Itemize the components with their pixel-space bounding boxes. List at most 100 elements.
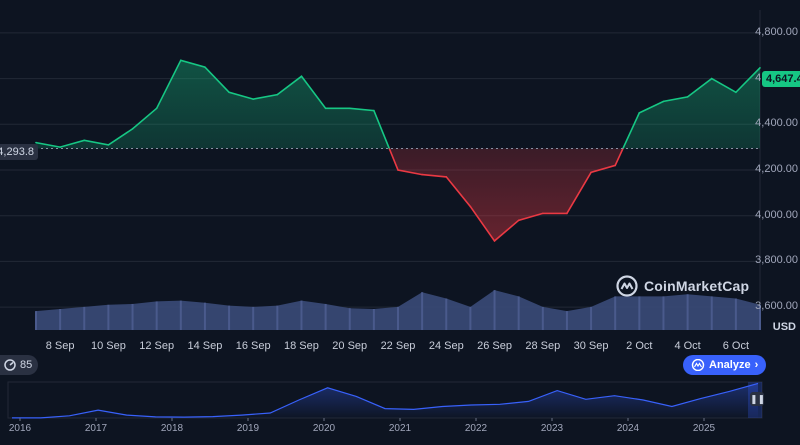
coinmarketcap-icon: [616, 275, 638, 297]
y-tick-label: 4,200.00: [755, 163, 798, 175]
x-tick-label: 30 Sep: [573, 340, 609, 352]
volume-bar: [300, 300, 303, 330]
history-year-label: 2016: [8, 423, 32, 434]
volume-bar: [686, 294, 689, 330]
x-tick-label: 24 Sep: [428, 340, 464, 352]
history-year-label: 2022: [464, 423, 488, 434]
price-point: [131, 128, 134, 130]
current-price-tag: 4,647.4: [762, 71, 800, 87]
y-tick-label: 3,800.00: [755, 254, 798, 267]
price-point: [59, 146, 61, 148]
volume-bar: [35, 311, 37, 330]
history-navigator[interactable]: [7, 381, 763, 421]
volume-bar: [445, 298, 448, 330]
x-tick-label: 14 Sep: [187, 340, 223, 352]
volume-bar: [59, 309, 62, 330]
volume-bar: [83, 306, 86, 330]
price-area-down: [36, 148, 760, 241]
volume-bar: [372, 309, 375, 330]
x-tick-label: 4 Oct: [674, 340, 701, 352]
volume-bar: [614, 296, 617, 330]
volume-bar: [517, 296, 520, 330]
volume-bar: [662, 296, 665, 330]
pause-icon[interactable]: ❚❚: [750, 392, 766, 406]
price-point: [638, 112, 641, 114]
fear-greed-badge[interactable]: 85: [0, 355, 39, 375]
currency-label: USD: [772, 321, 796, 333]
price-point: [686, 96, 689, 98]
volume-bar: [541, 306, 544, 330]
price-point: [566, 212, 568, 215]
volume-bar: [203, 302, 206, 330]
volume-bar: [493, 290, 496, 330]
price-point: [83, 139, 86, 142]
history-year-label: 2021: [388, 423, 412, 434]
price-point: [517, 219, 520, 222]
history-year-label: 2017: [84, 423, 108, 434]
volume-bar: [469, 306, 472, 330]
volume-bar: [228, 305, 231, 330]
history-year-label: 2020: [312, 423, 336, 434]
analyze-button[interactable]: Analyze ›: [683, 355, 767, 375]
price-point: [759, 67, 761, 69]
price-point: [493, 240, 496, 242]
price-point: [180, 59, 182, 62]
x-tick-label: 28 Sep: [525, 340, 561, 352]
history-year-label: 2018: [160, 423, 184, 434]
history-line: [12, 382, 759, 419]
price-point: [107, 144, 110, 146]
price-point: [228, 91, 230, 94]
volume-bar: [324, 303, 327, 330]
volume-bar: [348, 308, 351, 330]
price-area-up: [36, 60, 760, 149]
history-year-label: 2019: [236, 423, 260, 434]
y-tick-label: 4,000.00: [755, 208, 798, 221]
brand-logo: CoinMarketCap: [616, 275, 749, 297]
chevron-right-icon: ›: [754, 359, 759, 371]
volume-bar: [421, 292, 424, 330]
volume-bar: [590, 306, 593, 330]
volume-bar: [107, 304, 110, 330]
price-point: [252, 98, 254, 100]
x-tick-label: 12 Sep: [139, 340, 175, 352]
price-point: [735, 91, 737, 94]
analyze-icon: [691, 359, 705, 371]
price-point: [662, 100, 665, 103]
x-tick-label: 26 Sep: [477, 340, 512, 352]
history-year-label: 2025: [692, 423, 716, 434]
price-point: [614, 164, 616, 167]
price-point: [276, 93, 279, 96]
price-point: [373, 109, 375, 112]
price-point: [421, 173, 423, 176]
volume-bar: [397, 306, 399, 330]
volume-bar: [734, 298, 737, 330]
x-tick-label: 20 Sep: [332, 340, 368, 352]
history-year-label: 2023: [540, 423, 564, 434]
volume-bar: [252, 306, 255, 330]
analyze-label: Analyze: [709, 359, 751, 371]
x-tick-label: 8 Sep: [45, 340, 75, 352]
y-tick-label: 4,400.00: [755, 117, 798, 130]
volume-bars: [35, 290, 761, 330]
price-point: [469, 205, 472, 208]
x-tick-label: 10 Sep: [90, 340, 126, 352]
volume-bar: [131, 303, 134, 330]
volume-bar: [759, 304, 761, 330]
x-tick-label: 2 Oct: [626, 340, 653, 352]
price-point: [204, 66, 206, 68]
price-point: [590, 171, 592, 174]
price-point: [397, 169, 399, 171]
history-area: [12, 383, 758, 418]
history-year-label: 2024: [616, 423, 640, 434]
y-tick-label: 4,800.00: [755, 25, 798, 38]
price-point: [348, 107, 351, 110]
x-tick-label: 18 Sep: [284, 340, 319, 352]
volume-bar: [276, 305, 279, 330]
price-point: [324, 107, 327, 110]
price-point: [155, 107, 158, 110]
price-point: [445, 176, 448, 178]
price-point: [300, 75, 303, 78]
price-series: [35, 59, 761, 243]
volume-bar: [155, 301, 158, 330]
